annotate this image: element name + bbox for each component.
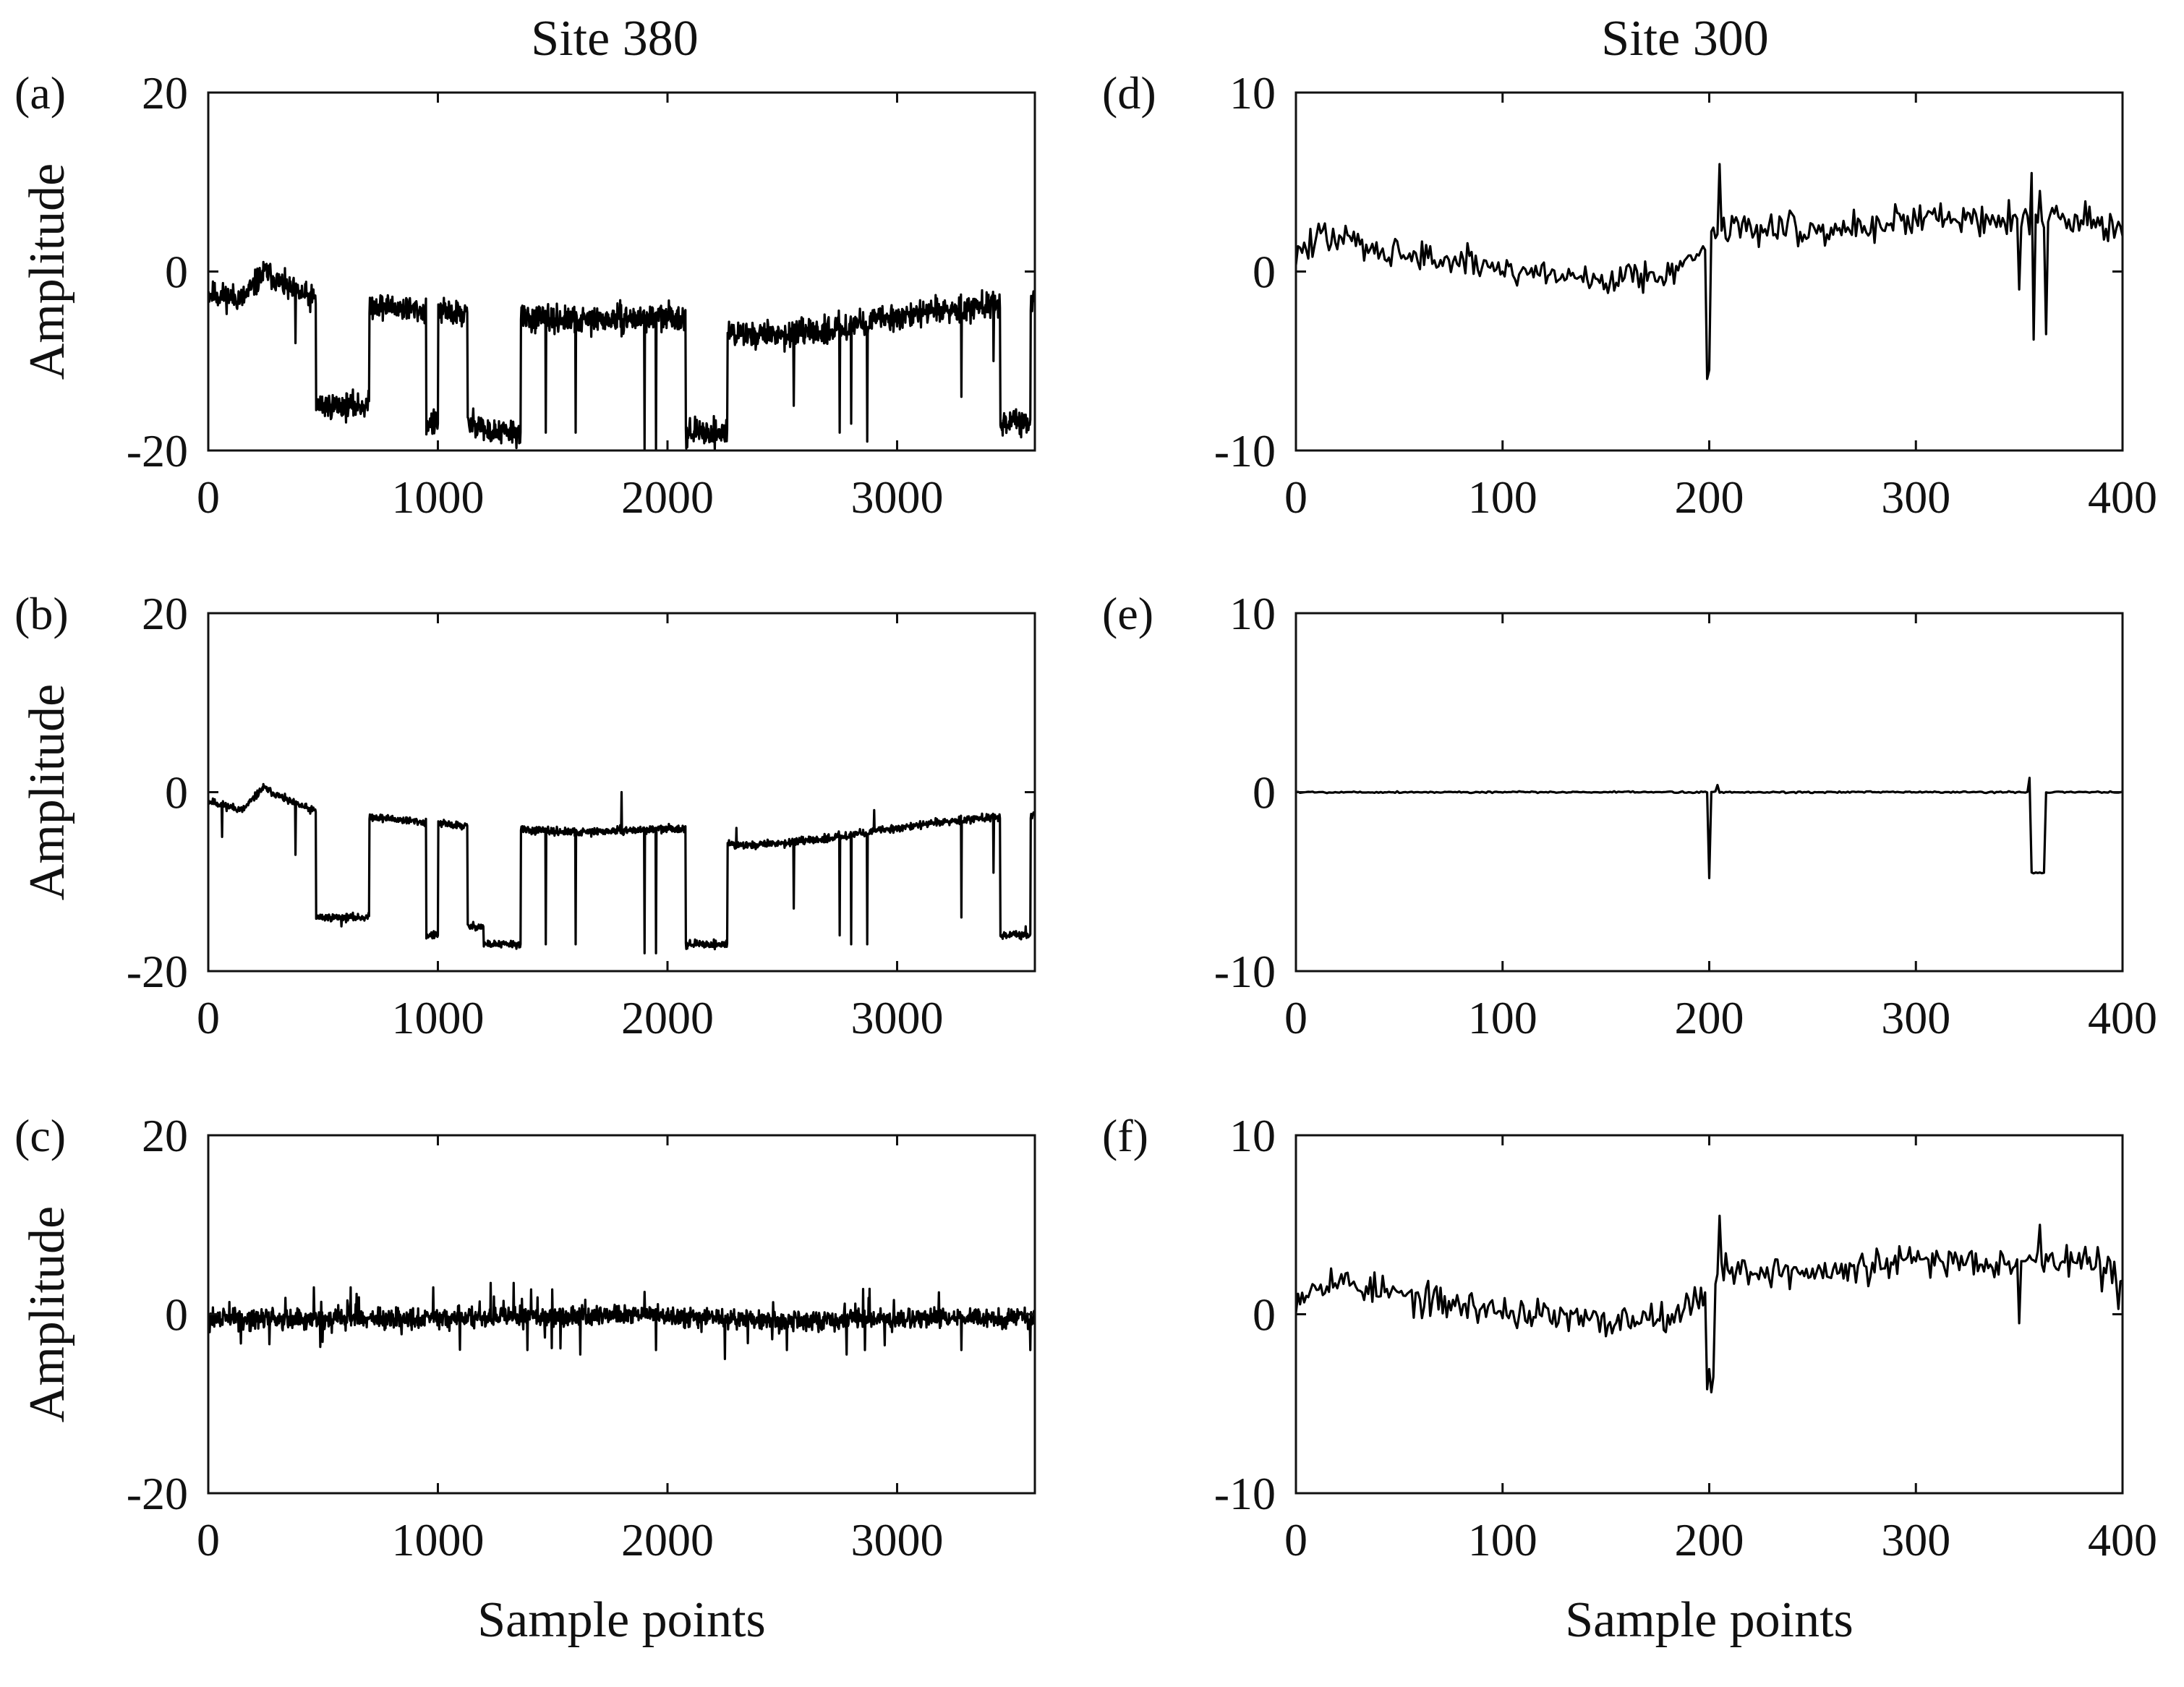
panel-label: (b) [14,588,69,639]
y-tick-label: 0 [1253,1289,1276,1341]
x-tick-label: 200 [1675,471,1744,523]
x-tick-label: 200 [1675,992,1744,1043]
series-line [1296,163,2123,380]
y-axis-label: Amplitude [20,684,75,900]
y-tick-label: 10 [1229,1110,1276,1161]
y-tick-label: 0 [165,767,188,819]
x-axis-label: Sample points [477,1592,766,1648]
series-line [208,260,1035,450]
x-tick-label: 2000 [621,992,714,1043]
y-tick-label: 10 [1229,588,1276,639]
panel-label: (f) [1102,1110,1148,1161]
y-axis-label: Amplitude [20,163,75,380]
x-tick-label: 0 [1284,1514,1308,1566]
x-tick-label: 3000 [851,992,944,1043]
x-tick-label: 200 [1675,1514,1744,1566]
y-tick-label: 0 [1253,767,1276,819]
y-tick-label: 20 [142,1110,188,1161]
title-site-380: Site 380 [531,11,698,67]
x-tick-label: 100 [1468,471,1537,523]
y-axis-label: Amplitude [20,1206,75,1422]
x-tick-label: 1000 [392,471,485,523]
x-tick-label: 400 [2088,1514,2157,1566]
y-tick-label: -20 [127,1468,188,1519]
y-tick-label: -10 [1214,946,1276,997]
x-tick-label: 3000 [851,471,944,523]
x-tick-label: 100 [1468,1514,1537,1566]
y-tick-label: 0 [165,1289,188,1341]
x-tick-label: 0 [197,992,220,1043]
x-axis-label: Sample points [1565,1592,1854,1648]
x-tick-label: 3000 [851,1514,944,1566]
x-tick-label: 2000 [621,471,714,523]
x-tick-label: 0 [1284,992,1308,1043]
panel-label: (a) [14,67,66,119]
x-tick-label: 400 [2088,471,2157,523]
series-line [208,782,1035,954]
axes-frame [1294,91,2124,452]
x-tick-label: 0 [1284,471,1308,523]
series-line [1296,777,2123,879]
x-tick-label: 1000 [392,992,485,1043]
panel-label: (e) [1102,588,1153,639]
y-tick-label: -10 [1214,425,1276,477]
y-tick-label: 0 [1253,247,1276,298]
panel-label: (d) [1102,67,1156,119]
x-tick-label: 1000 [392,1514,485,1566]
axes-frame [1294,1134,2124,1495]
series-line [1296,1214,2123,1393]
y-tick-label: 20 [142,588,188,639]
title-site-300: Site 300 [1601,11,1768,67]
y-tick-label: -20 [127,946,188,997]
panel-label: (c) [14,1110,66,1161]
series-line [208,1281,1035,1360]
y-tick-label: -20 [127,425,188,477]
x-tick-label: 400 [2088,992,2157,1043]
x-tick-label: 300 [1881,992,1950,1043]
y-tick-label: 10 [1229,67,1276,119]
y-tick-label: -10 [1214,1468,1276,1519]
x-tick-label: 0 [197,471,220,523]
y-tick-label: 20 [142,67,188,119]
x-tick-label: 300 [1881,471,1950,523]
x-tick-label: 0 [197,1514,220,1566]
x-tick-label: 100 [1468,992,1537,1043]
y-tick-label: 0 [165,247,188,298]
x-tick-label: 300 [1881,1514,1950,1566]
x-tick-label: 2000 [621,1514,714,1566]
